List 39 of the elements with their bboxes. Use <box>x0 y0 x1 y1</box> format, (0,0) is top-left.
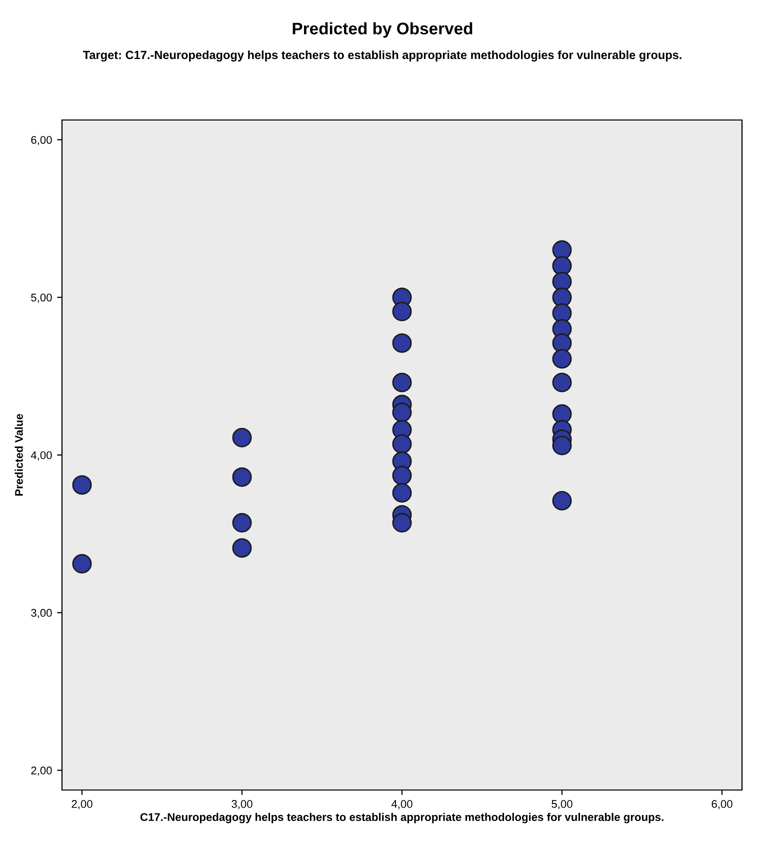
point <box>552 240 572 260</box>
y-tick-label: 3,00 <box>31 608 52 618</box>
point <box>552 256 572 276</box>
point <box>72 475 92 495</box>
x-tick-label: 5,00 <box>552 800 572 810</box>
x-tick-label: 2,00 <box>72 800 92 810</box>
x-axis-title: C17.-Neuropedagogy helps teachers to establish appropriate methodologies for vulnerable groups. <box>140 812 664 824</box>
y-tick-label: 6,00 <box>31 136 52 146</box>
chart-title: Predicted by Observed <box>292 22 472 38</box>
point <box>392 513 412 533</box>
point <box>552 349 572 369</box>
point <box>552 436 572 456</box>
point <box>232 428 252 448</box>
point <box>392 333 412 353</box>
point <box>392 483 412 503</box>
y-axis-title: Predicted Value <box>14 414 23 496</box>
x-tick-label: 4,00 <box>391 800 412 810</box>
y-tick-label: 4,00 <box>30 451 52 460</box>
point <box>552 333 572 353</box>
point <box>72 554 92 574</box>
point <box>552 372 572 392</box>
point <box>392 402 412 422</box>
point <box>392 372 412 392</box>
point <box>232 538 252 558</box>
point <box>552 490 572 510</box>
point <box>232 513 252 533</box>
point <box>552 272 572 292</box>
y-tick-label: 2,00 <box>31 766 52 776</box>
point <box>232 467 252 487</box>
point <box>392 434 412 454</box>
point <box>392 466 412 486</box>
point <box>552 404 572 424</box>
x-tick-label: 6,00 <box>712 800 732 810</box>
point <box>552 303 572 323</box>
y-tick-label: 5,00 <box>31 294 52 303</box>
chart-subtitle: Target: C17.-Neuropedagogy helps teachers to establish appropriate methodologies for vulnerable groups. <box>82 50 682 62</box>
point <box>552 288 572 308</box>
point <box>392 302 412 322</box>
x-tick-label: 3,00 <box>232 800 252 810</box>
